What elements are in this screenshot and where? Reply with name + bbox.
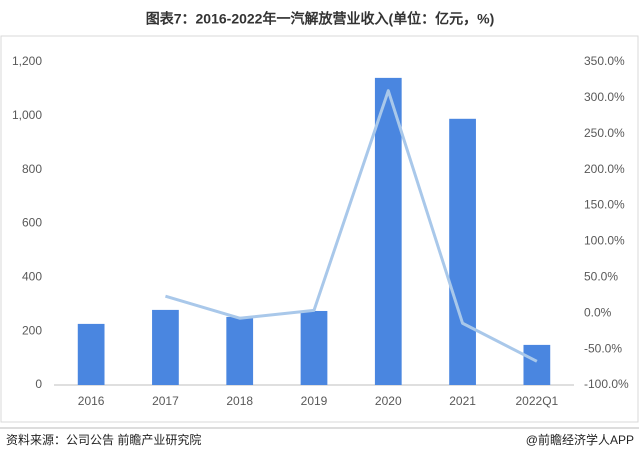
x-tick-label: 2018 <box>226 394 253 408</box>
chart-frame <box>0 35 639 423</box>
y-tick-label: 200 <box>22 323 42 337</box>
y2-tick-label: -100.0% <box>584 377 629 391</box>
bar <box>374 77 402 386</box>
y2-tick-label: 350.0% <box>584 54 625 68</box>
y-tick-label: 800 <box>22 162 42 176</box>
y-tick-label: 1,200 <box>12 54 42 68</box>
y2-tick-label: 150.0% <box>584 198 625 212</box>
source: 资料来源：公司公告 前瞻产业研究院 <box>6 432 201 447</box>
y2-tick-label: 200.0% <box>584 162 625 176</box>
chart-title: 图表7：2016-2022年一汽解放营业收入(单位：亿元，%) <box>146 11 495 27</box>
bar <box>300 310 328 385</box>
y-tick-label: 400 <box>22 270 42 284</box>
y2-tick-label: 0.0% <box>584 305 612 319</box>
x-tick-label: 2019 <box>301 394 328 408</box>
y2-tick-label: 50.0% <box>584 270 618 284</box>
y2-tick-label: 300.0% <box>584 90 625 104</box>
y2-tick-label: 100.0% <box>584 234 625 248</box>
y-tick-label: 0 <box>35 377 42 391</box>
bar <box>152 309 179 385</box>
x-tick-label: 2016 <box>78 394 105 408</box>
bar <box>226 316 254 385</box>
x-tick-label: 2022Q1 <box>516 394 559 408</box>
y2-tick-label: 250.0% <box>584 126 625 140</box>
bar <box>449 118 476 386</box>
x-tick-label: 2020 <box>375 394 402 408</box>
x-tick-label: 2021 <box>449 394 476 408</box>
bar <box>523 344 551 385</box>
y-tick-label: 600 <box>22 216 42 230</box>
credit: @前瞻经济学人APP <box>526 432 634 447</box>
line <box>165 89 538 363</box>
bar <box>77 323 105 385</box>
y-tick-label: 1,000 <box>12 108 42 122</box>
y2-tick-label: -50.0% <box>584 341 622 355</box>
x-tick-label: 2017 <box>152 394 179 408</box>
